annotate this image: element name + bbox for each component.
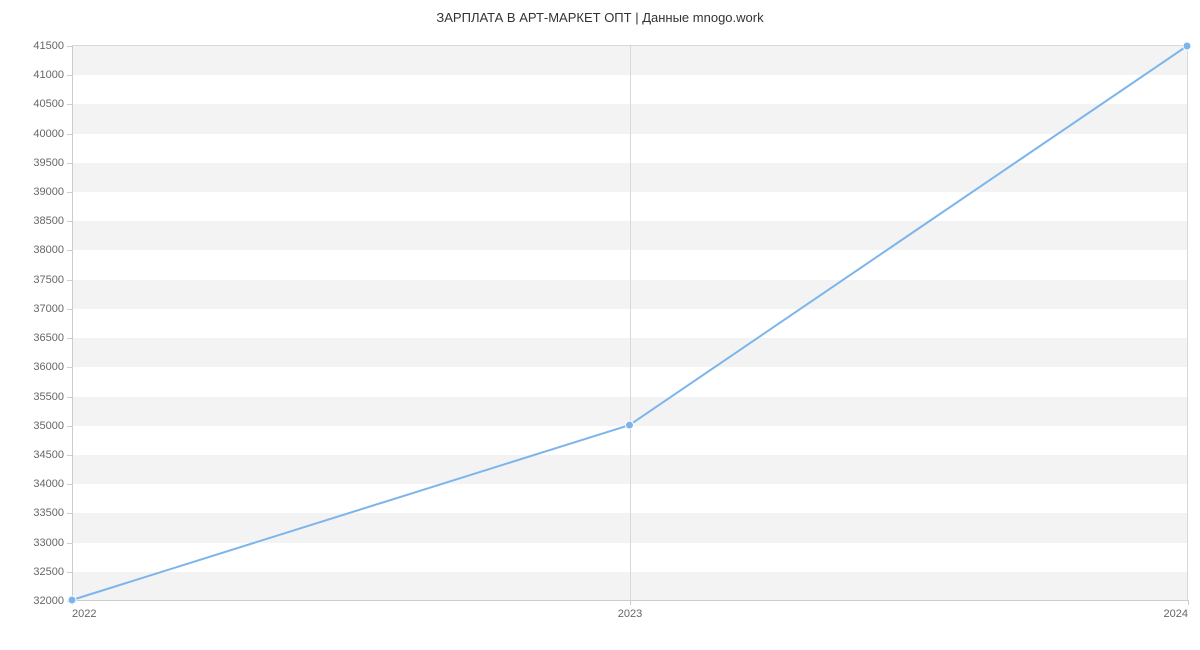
chart-title: ЗАРПЛАТА В АРТ-МАРКЕТ ОПТ | Данные mnogo… <box>0 10 1200 25</box>
x-tick-mark <box>1188 600 1189 605</box>
data-point[interactable] <box>626 421 634 429</box>
x-axis-line <box>72 600 1188 601</box>
line-layer <box>72 46 1187 600</box>
x-tick-label: 2024 <box>1164 600 1188 620</box>
series-line-salary <box>72 46 1187 600</box>
data-point[interactable] <box>1183 42 1191 50</box>
x-tick-label: 2022 <box>72 600 96 620</box>
data-point[interactable] <box>68 596 76 604</box>
salary-line-chart: ЗАРПЛАТА В АРТ-МАРКЕТ ОПТ | Данные mnogo… <box>0 0 1200 650</box>
plot-area: 3200032500330003350034000345003500035500… <box>72 45 1188 600</box>
